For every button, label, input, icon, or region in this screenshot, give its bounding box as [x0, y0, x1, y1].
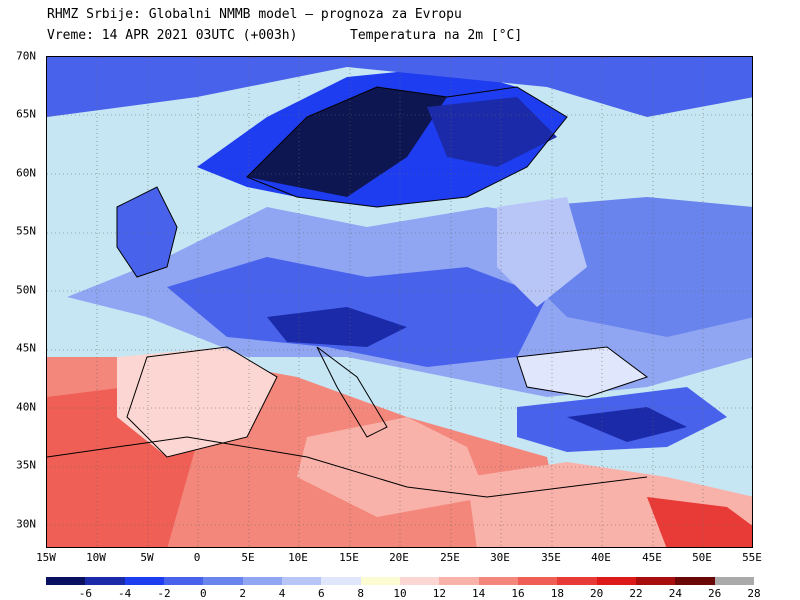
lon-label-30e: 30E	[490, 551, 510, 564]
lon-label-0: 0	[193, 551, 201, 564]
lon-label-45e: 45E	[642, 551, 662, 564]
lon-label-5w: 5W	[140, 551, 154, 564]
lat-label-65n: 65N	[16, 107, 36, 121]
lon-label-25e: 25E	[440, 551, 460, 564]
color-scale-label: 6	[318, 587, 325, 600]
color-swatch	[360, 577, 401, 585]
lat-label-45n: 45N	[16, 341, 36, 355]
lon-label-15w: 15W	[36, 551, 56, 564]
color-scale-label: -4	[118, 587, 132, 600]
lat-label-70n: 70N	[16, 49, 36, 63]
color-swatch	[203, 577, 244, 585]
russia-cool	[527, 197, 752, 337]
lat-label-35n: 35N	[16, 458, 36, 472]
finland-cold	[427, 97, 557, 167]
color-swatch	[596, 577, 637, 585]
lat-label-30n: 30N	[16, 517, 36, 531]
alps-cold	[267, 307, 407, 347]
color-scale	[46, 577, 755, 585]
color-scale-label: 2	[239, 587, 246, 600]
lon-label-5e: 5E	[241, 551, 255, 564]
color-swatch	[46, 577, 86, 585]
color-swatch	[124, 577, 165, 585]
color-scale-label: 12	[432, 587, 446, 600]
lon-label-55e: 55E	[742, 551, 762, 564]
color-scale-label: 24	[668, 587, 682, 600]
color-scale-label: 4	[278, 587, 286, 600]
arctic-cold	[47, 57, 752, 117]
iberia-mild	[117, 347, 277, 457]
color-scale-label: 0	[200, 587, 207, 600]
color-scale-label: 10	[393, 587, 407, 600]
color-scale-label: 16	[511, 587, 525, 600]
color-swatch	[478, 577, 519, 585]
lat-label-40n: 40N	[16, 400, 36, 414]
lat-label-50n: 50N	[16, 283, 36, 297]
arabia-hot	[647, 497, 752, 547]
color-swatch	[675, 577, 716, 585]
color-swatch	[321, 577, 362, 585]
color-scale-label: 26	[708, 587, 722, 600]
black-sea	[517, 347, 647, 397]
color-swatch	[282, 577, 322, 585]
color-swatch	[714, 577, 755, 585]
color-scale-label: 18	[550, 587, 564, 600]
belarus-mild	[497, 197, 587, 307]
lon-label-15e: 15E	[339, 551, 359, 564]
lon-label-50e: 50E	[692, 551, 712, 564]
norway-deep-cold	[247, 87, 447, 197]
color-swatch	[164, 577, 204, 585]
color-swatch	[242, 577, 283, 585]
color-scale-label: 28	[747, 587, 761, 600]
lon-label-40e: 40E	[591, 551, 611, 564]
coastlines	[47, 86, 649, 498]
color-scale-label: -6	[78, 587, 92, 600]
color-scale-label: 8	[357, 587, 364, 600]
temperature-map	[46, 56, 753, 548]
color-swatch	[400, 577, 440, 585]
color-swatch	[439, 577, 480, 585]
color-scale-label: 20	[590, 587, 604, 600]
color-swatch	[636, 577, 676, 585]
lon-label-10e: 10E	[288, 551, 308, 564]
lon-label-10w: 10W	[86, 551, 106, 564]
color-scale-label: 22	[629, 587, 643, 600]
lat-label-60n: 60N	[16, 166, 36, 180]
color-swatch	[557, 577, 598, 585]
lat-label-55n: 55N	[16, 224, 36, 238]
color-scale-label: 14	[472, 587, 486, 600]
field-name: Temperatura na 2m [°C]	[350, 28, 523, 43]
map-title: RHMZ Srbije: Globalni NMMB model — progn…	[47, 7, 462, 22]
color-swatch	[518, 577, 558, 585]
valid-time: Vreme: 14 APR 2021 03UTC (+003h)	[47, 28, 298, 43]
lon-label-35e: 35E	[541, 551, 561, 564]
color-swatch	[85, 577, 126, 585]
color-scale-label: -2	[157, 587, 171, 600]
british-isles	[117, 187, 177, 277]
caucasus-cold	[567, 407, 687, 442]
lon-label-20e: 20E	[389, 551, 409, 564]
map-canvas	[47, 57, 752, 547]
